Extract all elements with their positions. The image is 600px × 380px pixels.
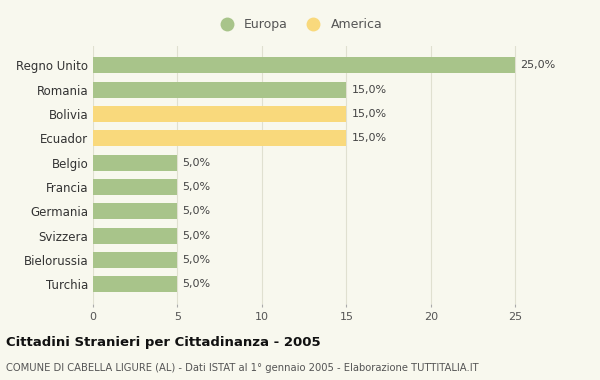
Bar bbox=[93, 179, 178, 195]
Text: 5,0%: 5,0% bbox=[182, 279, 211, 289]
Text: 25,0%: 25,0% bbox=[520, 60, 556, 70]
Bar bbox=[93, 276, 178, 292]
Bar bbox=[93, 106, 346, 122]
Text: Cittadini Stranieri per Cittadinanza - 2005: Cittadini Stranieri per Cittadinanza - 2… bbox=[6, 336, 320, 349]
Text: 5,0%: 5,0% bbox=[182, 231, 211, 241]
Text: 15,0%: 15,0% bbox=[352, 133, 386, 143]
Bar bbox=[93, 228, 178, 244]
Text: 5,0%: 5,0% bbox=[182, 182, 211, 192]
Legend: Europa, America: Europa, America bbox=[209, 13, 387, 36]
Text: COMUNE DI CABELLA LIGURE (AL) - Dati ISTAT al 1° gennaio 2005 - Elaborazione TUT: COMUNE DI CABELLA LIGURE (AL) - Dati IST… bbox=[6, 363, 479, 373]
Text: 5,0%: 5,0% bbox=[182, 255, 211, 265]
Bar bbox=[93, 57, 515, 73]
Text: 15,0%: 15,0% bbox=[352, 109, 386, 119]
Text: 5,0%: 5,0% bbox=[182, 158, 211, 168]
Bar bbox=[93, 82, 346, 98]
Bar bbox=[93, 203, 178, 219]
Bar bbox=[93, 130, 346, 146]
Bar bbox=[93, 155, 178, 171]
Bar bbox=[93, 252, 178, 268]
Text: 5,0%: 5,0% bbox=[182, 206, 211, 216]
Text: 15,0%: 15,0% bbox=[352, 85, 386, 95]
